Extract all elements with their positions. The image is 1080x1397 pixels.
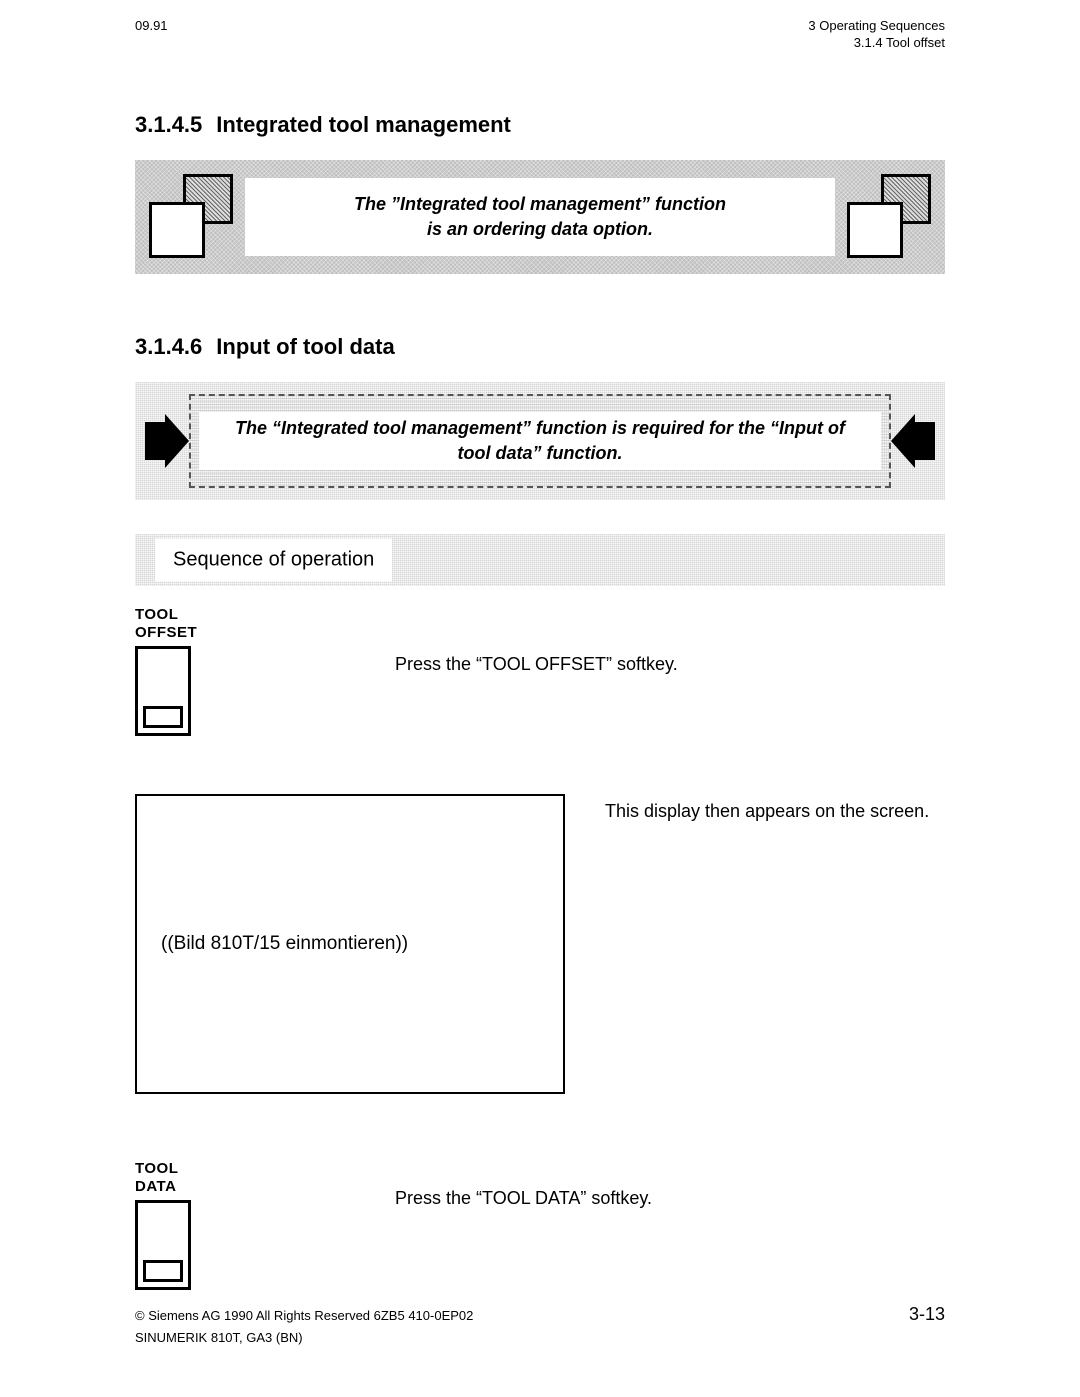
section-number: 3.1.4.5 [135,112,202,137]
callout-text-line1: The “Integrated tool management” functio… [235,416,845,440]
section-title: Integrated tool management [216,112,511,137]
display-step: ((Bild 810T/15 einmontieren)) This displ… [135,794,945,1094]
stack-icon [149,174,233,258]
softkey-label-line1: TOOL [135,1160,245,1178]
header-left: 09.91 [135,18,168,52]
arrow-right-icon [145,414,189,468]
section-heading-3145: 3.1.4.5 Integrated tool management [135,112,945,138]
softkey-label-line2: DATA [135,1178,245,1196]
copyright-text: © Siemens AG 1990 All Rights Reserved 6Z… [135,1306,473,1326]
page-footer: © Siemens AG 1990 All Rights Reserved 6Z… [135,1301,945,1348]
header-subsection: 3.1.4 Tool offset [808,35,945,52]
step-tool-data: TOOL DATA Press the “TOOL DATA” softkey. [135,1160,945,1290]
step-instruction: Press the “TOOL DATA” softkey. [245,1160,945,1209]
softkey-icon [135,1200,191,1290]
product-name: SINUMERIK 810T, GA3 (BN) [135,1328,945,1348]
arrow-left-icon [891,414,935,468]
page-header: 09.91 3 Operating Sequences 3.1.4 Tool o… [135,18,945,52]
screen-placeholder-box: ((Bild 810T/15 einmontieren)) [135,794,565,1094]
sequence-bar: Sequence of operation [135,534,945,586]
page-number: 3-13 [909,1301,945,1328]
display-description: This display then appears on the screen. [605,794,929,1094]
sequence-label: Sequence of operation [155,538,392,581]
header-chapter: 3 Operating Sequences [808,18,945,35]
step-instruction: Press the “TOOL OFFSET” softkey. [245,606,945,675]
section-title: Input of tool data [216,334,394,359]
step-tool-offset: TOOL OFFSET Press the “TOOL OFFSET” soft… [135,606,945,736]
softkey-icon [135,646,191,736]
callout-text-line2: is an ordering data option. [427,217,653,241]
stack-icon [847,174,931,258]
section-heading-3146: 3.1.4.6 Input of tool data [135,334,945,360]
callout-text-line1: The ”Integrated tool management” functio… [354,192,726,216]
section-number: 3.1.4.6 [135,334,202,359]
placeholder-text: ((Bild 810T/15 einmontieren)) [161,933,408,955]
callout-text-line2: tool data” function. [458,441,623,465]
softkey-label-line1: TOOL [135,606,245,624]
requirement-callout: The “Integrated tool management” functio… [135,382,945,500]
softkey-label-line2: OFFSET [135,624,245,642]
ordering-option-callout: The ”Integrated tool management” functio… [135,160,945,274]
